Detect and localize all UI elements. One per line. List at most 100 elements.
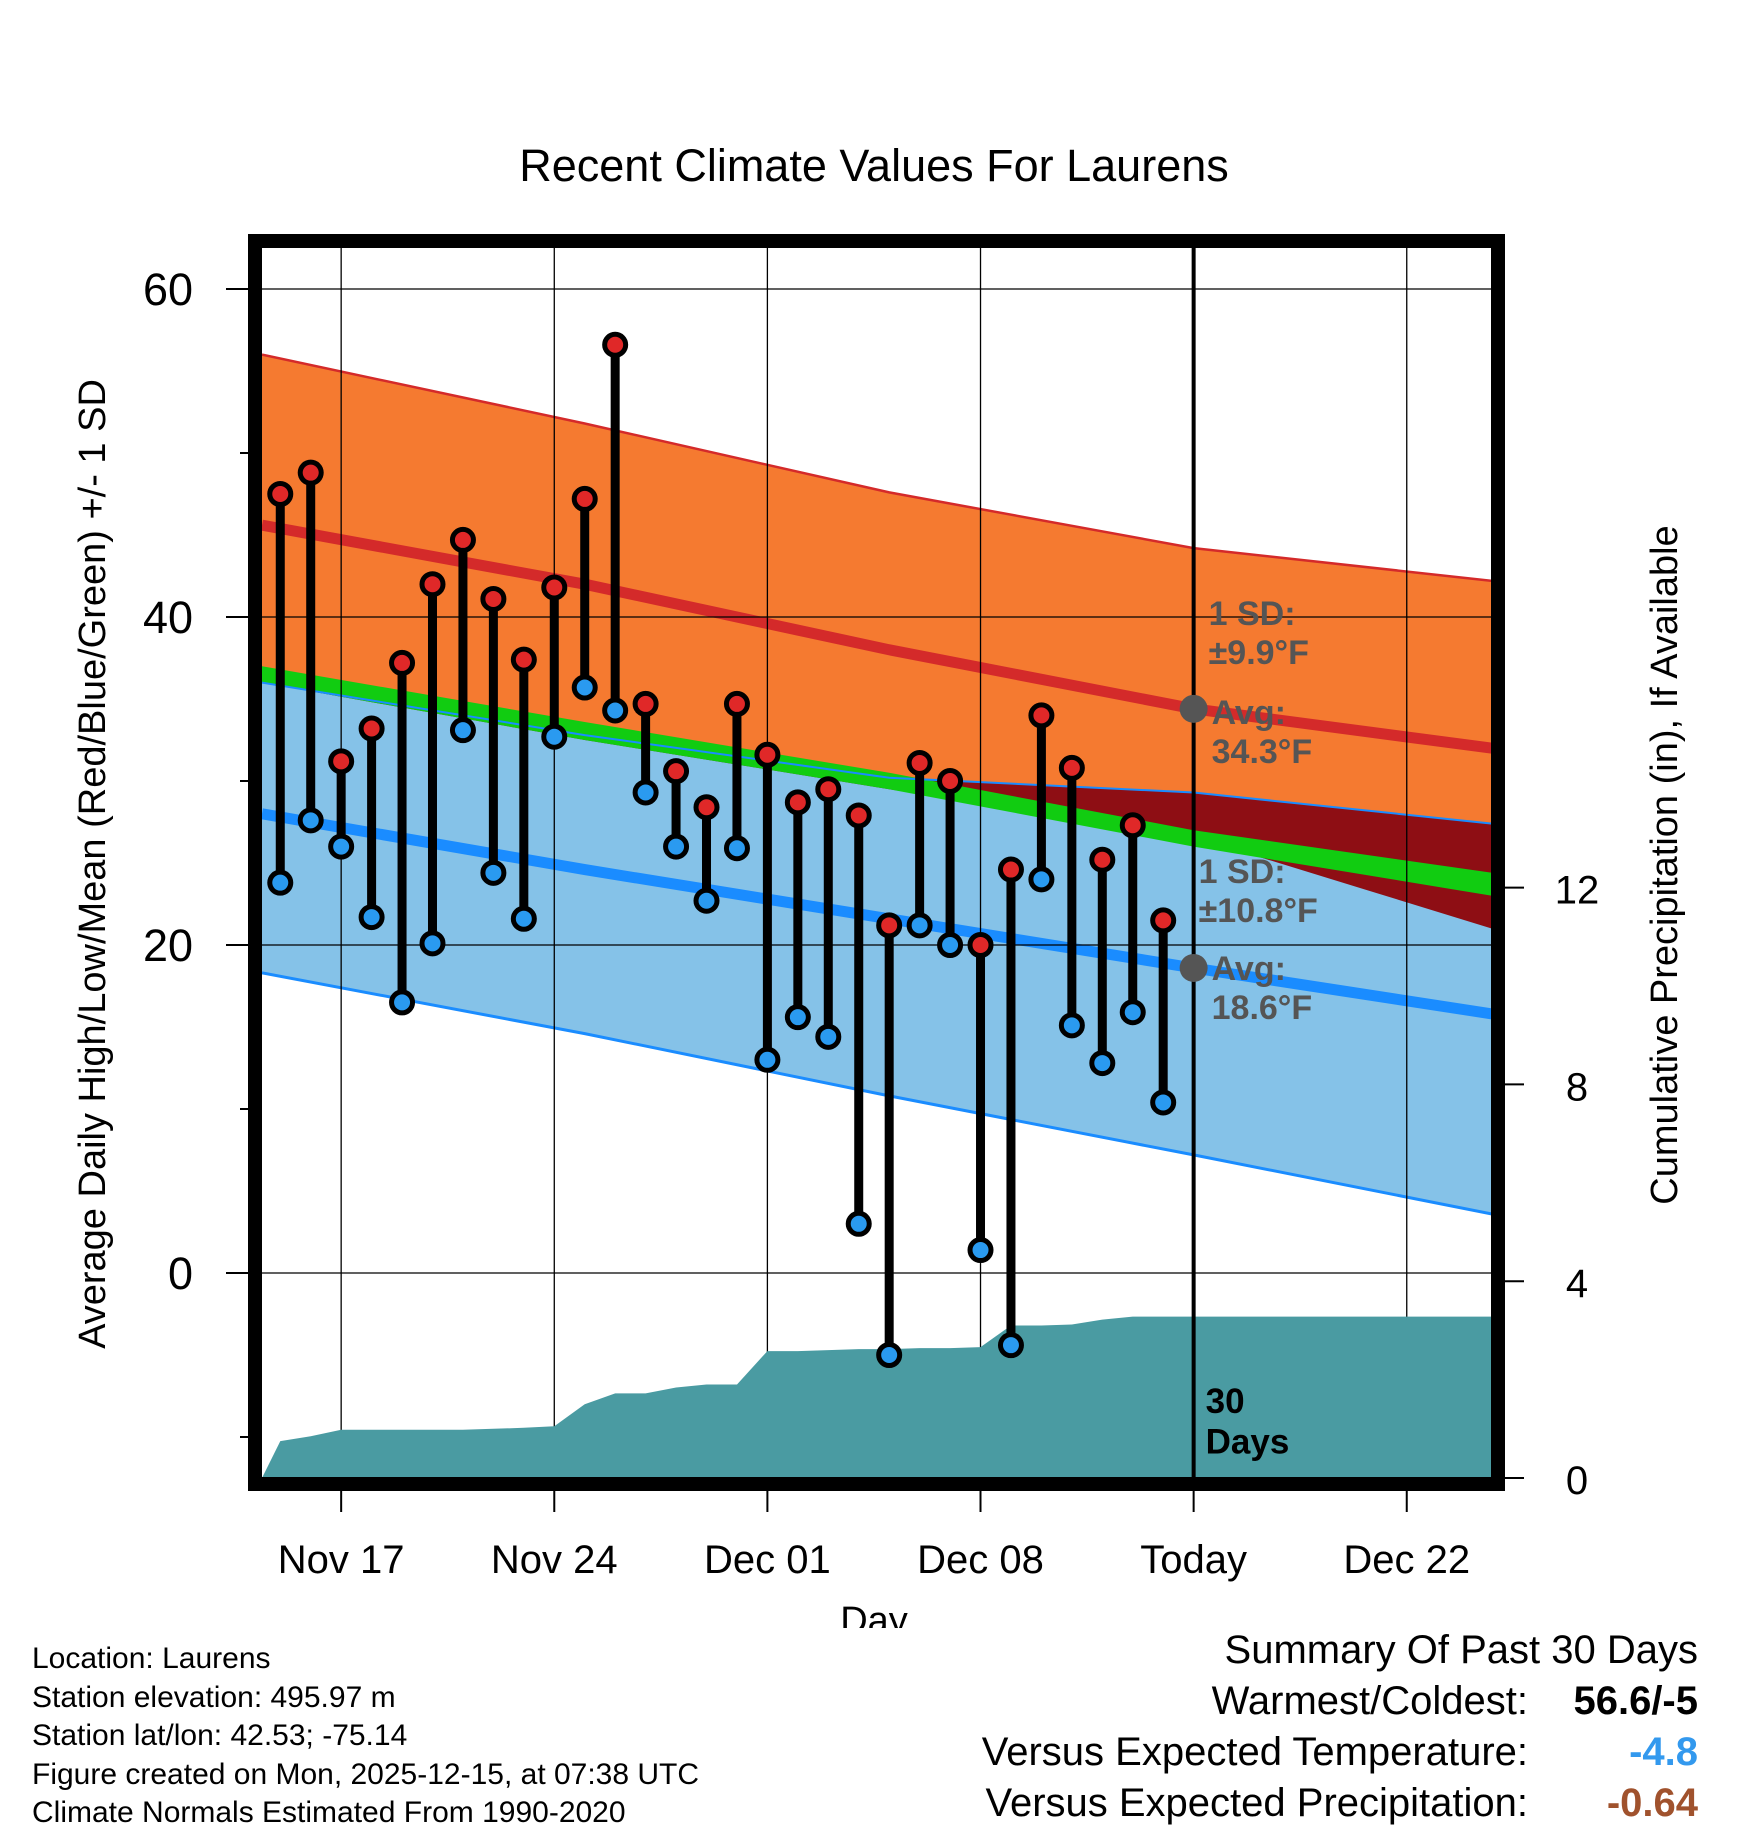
low-temp-point (784, 1004, 811, 1031)
y2-axis-label: Cumulative Precipitation (in), If Availa… (1644, 525, 1686, 1204)
y-tick-label: 0 (168, 1248, 193, 1299)
low-temp-point (297, 807, 324, 834)
high-temp-point (997, 856, 1024, 883)
high-temp-point (632, 690, 659, 717)
low-temp-point (937, 932, 964, 958)
y-tick-label: 40 (143, 592, 193, 643)
low-temp-point (267, 869, 294, 896)
window-label: 30 Days (1206, 1382, 1290, 1461)
high-temp-point (723, 690, 750, 717)
high-temp-point (754, 741, 781, 768)
low-temp-point (906, 912, 933, 939)
x-tick-label: Dec 08 (917, 1538, 1044, 1582)
warmest-row: Warmest/Coldest: 56.6/-5 (982, 1679, 1698, 1730)
high-temp-point (693, 794, 720, 821)
station-info: Location: Laurens Station elevation: 495… (32, 1640, 699, 1833)
high-temp-point (571, 485, 598, 512)
high-temp-point (297, 459, 324, 486)
high-avg-label: Avg: 34.3°F (1212, 694, 1313, 771)
precip-row: Versus Expected Precipitation: -0.64 (982, 1781, 1698, 1832)
low-temp-point (754, 1046, 781, 1073)
y2-tick-label: 4 (1566, 1262, 1588, 1306)
low-temp-point (997, 1332, 1024, 1359)
high-temp-point (937, 768, 964, 794)
y2-tick-label: 8 (1566, 1065, 1588, 1109)
summary-title-row: Summary Of Past 30 Days (982, 1628, 1698, 1679)
high-temp-point (419, 571, 446, 598)
low-temp-point (1089, 1050, 1116, 1077)
high-temp-point (1089, 846, 1116, 873)
high-temp-point (358, 715, 385, 742)
latlon-text: Station lat/lon: 42.53; -75.14 (32, 1719, 408, 1752)
high-temp-point (449, 526, 476, 553)
y-tick-label: 60 (143, 264, 193, 315)
temp-value: -4.8 (1629, 1730, 1698, 1774)
summary-title: Summary Of Past 30 Days (1224, 1628, 1698, 1672)
low-temp-point (663, 833, 690, 860)
x-tick-label: Dec 22 (1343, 1538, 1470, 1582)
annotations: 1 SD: ±9.9°F Avg: 34.3°F 1 SD: ±10.8°F Avg: 18.… (1179, 595, 1318, 1461)
low-sd-label: 1 SD: ±10.8°F (1199, 853, 1318, 930)
summary-panel: Summary Of Past 30 Days Warmest/Coldest:… (982, 1628, 1698, 1832)
y2-tick-label: 0 (1566, 1459, 1588, 1503)
low-temp-point (602, 697, 629, 724)
low-temp-point (480, 859, 507, 886)
low-temp-point (1119, 999, 1146, 1026)
precip-area (262, 1316, 1492, 1478)
high-temp-point (328, 748, 355, 775)
high-avg-marker (1179, 694, 1208, 723)
low-temp-point (1058, 1012, 1085, 1039)
created-text: Figure created on Mon, 2025-12-15, at 07… (32, 1757, 700, 1791)
low-temp-point (723, 835, 750, 862)
low-temp-point (1028, 866, 1055, 893)
precip-label: Versus Expected Precipitation: (985, 1781, 1528, 1825)
high-temp-point (1028, 702, 1055, 729)
chart-title: Recent Climate Values For Laurens (519, 140, 1229, 191)
low-temp-point (1150, 1089, 1177, 1116)
high-sd-label: 1 SD: ±9.9°F (1209, 595, 1309, 672)
low-temp-point (967, 1237, 994, 1264)
y-axis-label: Average Daily High/Low/Mean (Red/Blue/Gr… (72, 379, 114, 1349)
warmest-label: Warmest/Coldest: (1211, 1679, 1528, 1723)
high-temp-point (541, 574, 568, 601)
low-temp-point (328, 833, 355, 860)
precip-value: -0.64 (1606, 1781, 1698, 1825)
high-temp-point (510, 646, 537, 673)
high-temp-point (1150, 907, 1177, 934)
low-temp-point (693, 887, 720, 914)
elevation-text: Station elevation: 495.97 m (32, 1680, 396, 1714)
high-temp-point (389, 649, 416, 676)
high-mean-line (262, 519, 1492, 754)
y-tick-label: 20 (143, 920, 193, 971)
overlap-band (262, 682, 1492, 929)
climate-chart: Recent Climate Values For Laurens 1 SD: ±… (72, 140, 1686, 1628)
low-temp-point (510, 905, 537, 932)
high-temp-point (784, 789, 811, 816)
low-temp-point (876, 1342, 903, 1368)
high-temp-point (815, 776, 842, 803)
high-temp-point (480, 585, 507, 612)
low-temp-point (571, 674, 598, 701)
plot-frame (248, 234, 1505, 1491)
temp-label: Versus Expected Temperature: (981, 1730, 1528, 1774)
x-axis-label: Day (840, 1600, 908, 1628)
warmest-value: 56.6/-5 (1573, 1679, 1698, 1723)
observations (267, 331, 1177, 1368)
low-temp-point (358, 904, 385, 931)
low-upper-line (262, 681, 1492, 825)
high-temp-point (967, 932, 994, 958)
x-tick-label: Dec 01 (704, 1538, 831, 1582)
y2-tick-label: 12 (1555, 869, 1600, 913)
low-temp-point (541, 723, 568, 750)
location-text: Location: Laurens (32, 1642, 271, 1675)
x-tick-label: Today (1140, 1538, 1247, 1582)
low-avg-marker (1179, 953, 1208, 982)
high-temp-point (845, 802, 872, 829)
low-temp-point (449, 717, 476, 744)
high-upper-line (262, 353, 1492, 583)
x-tick-label: Nov 17 (278, 1538, 405, 1582)
x-tick-label: Nov 24 (491, 1538, 618, 1582)
high-temp-point (663, 758, 690, 785)
low-temp-point (815, 1023, 842, 1050)
